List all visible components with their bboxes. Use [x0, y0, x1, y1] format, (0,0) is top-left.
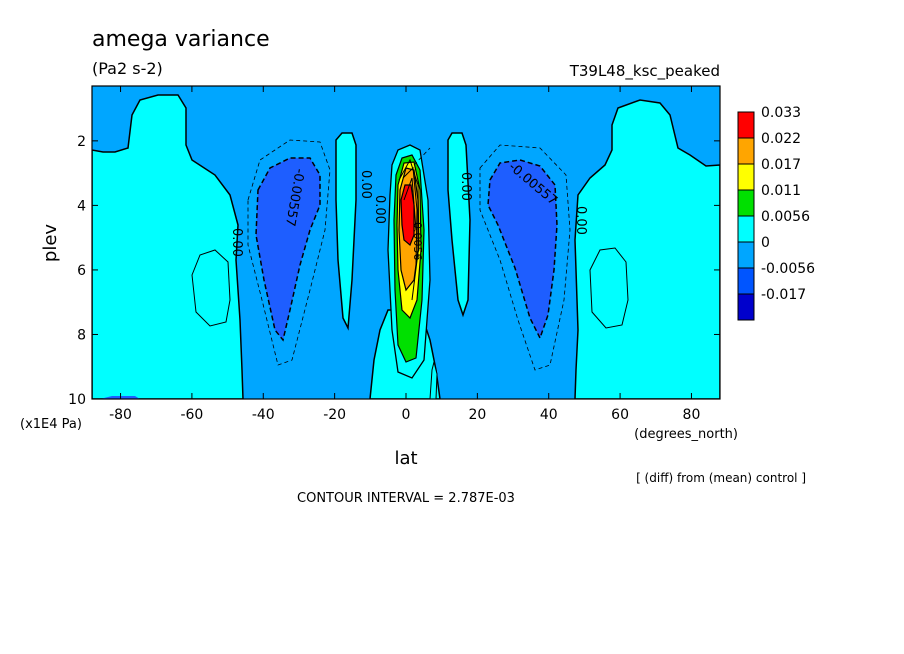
- closed-contour-left: [191, 249, 231, 327]
- near-zero-column-right: [447, 132, 471, 318]
- colorbar-label: 0.022: [761, 131, 801, 147]
- x-tick-label: -20: [323, 407, 346, 423]
- y-tick-label: 8: [77, 327, 86, 343]
- contour-label: 0.0056: [411, 222, 424, 261]
- x-units-label: (degrees_north): [634, 427, 738, 442]
- experiment-label: T39L48_ksc_peaked: [569, 62, 720, 81]
- contour-label: 0.00: [458, 172, 473, 201]
- dashed-contours: [247, 139, 571, 371]
- x-tick-label: 0: [402, 407, 411, 423]
- contour-label: 0.00: [372, 195, 387, 224]
- colorbar-swatch: [737, 241, 755, 269]
- y-tick-label: 10: [68, 392, 86, 408]
- y-tick-label: 4: [77, 198, 86, 214]
- plume-contour-lines: [398, 158, 420, 301]
- tiny-positive-spike: [429, 361, 438, 399]
- colorbar-label: 0.033: [761, 105, 801, 121]
- x-tick-label: -40: [252, 407, 275, 423]
- y-tick-label: 2: [77, 134, 86, 150]
- x-axis-title: lat: [394, 448, 417, 469]
- colorbar-label: 0.0056: [761, 209, 810, 225]
- colorbar-swatch: [737, 189, 755, 217]
- contour-interval: CONTOUR INTERVAL = 2.787E-03: [297, 491, 515, 506]
- colorbar-swatch: [737, 111, 755, 139]
- x-tick-label: -60: [180, 407, 203, 423]
- colorbar-label: 0.017: [761, 157, 801, 173]
- negative-lobe-right: [487, 159, 558, 340]
- colorbar-swatch: [737, 137, 755, 165]
- contour-label: 0.00: [229, 228, 244, 257]
- near-zero-column-left: [335, 132, 357, 331]
- contour-label: 0.00: [222, 212, 237, 241]
- chart-title: amega variance: [92, 27, 270, 52]
- colorbar-swatch: [737, 267, 755, 295]
- chart-units: (Pa2 s-2): [92, 59, 163, 78]
- colorbar-label: 0.011: [761, 183, 801, 199]
- contour-label: 0.00: [358, 170, 373, 199]
- contour-fills: [92, 86, 720, 399]
- x-tick-label: 20: [468, 407, 486, 423]
- y-axis-title: plev: [40, 224, 61, 263]
- x-tick-label: -80: [109, 407, 132, 423]
- y-units-label: (x1E4 Pa): [20, 417, 82, 432]
- negative-lobe-left: [255, 157, 321, 342]
- x-axis: -80 -60 -40 -20 0 20 40 60 80: [109, 86, 700, 423]
- x-tick-label: 80: [683, 407, 701, 423]
- dark-strip-bottom: [100, 396, 140, 399]
- colorbar-label: -0.0056: [761, 261, 815, 277]
- colorbar: 0.033 0.022 0.017 0.011 0.0056 0 -0.0056 -0.017: [737, 105, 815, 321]
- y-axis: 2 4 6 8 10: [68, 134, 720, 408]
- x-tick-label: 40: [540, 407, 558, 423]
- near-zero-region-right: [574, 99, 720, 399]
- closed-contour-right: [589, 247, 629, 329]
- plot-area: 0.00 0.00 0.00 0.00 0.00 0.00 -0.00557 -…: [68, 85, 721, 423]
- colorbar-swatch: [737, 293, 755, 321]
- y-tick-label: 6: [77, 263, 86, 279]
- colorbar-swatch: [737, 215, 755, 243]
- colorbar-swatch: [737, 163, 755, 191]
- contour-label: 0.00: [573, 206, 588, 235]
- colorbar-label: 0: [761, 235, 770, 251]
- colorbar-label: -0.017: [761, 287, 806, 303]
- x-tick-label: 60: [611, 407, 629, 423]
- near-zero-region-left: [92, 94, 244, 399]
- footnote: [ (diff) from (mean) control ]: [636, 471, 806, 485]
